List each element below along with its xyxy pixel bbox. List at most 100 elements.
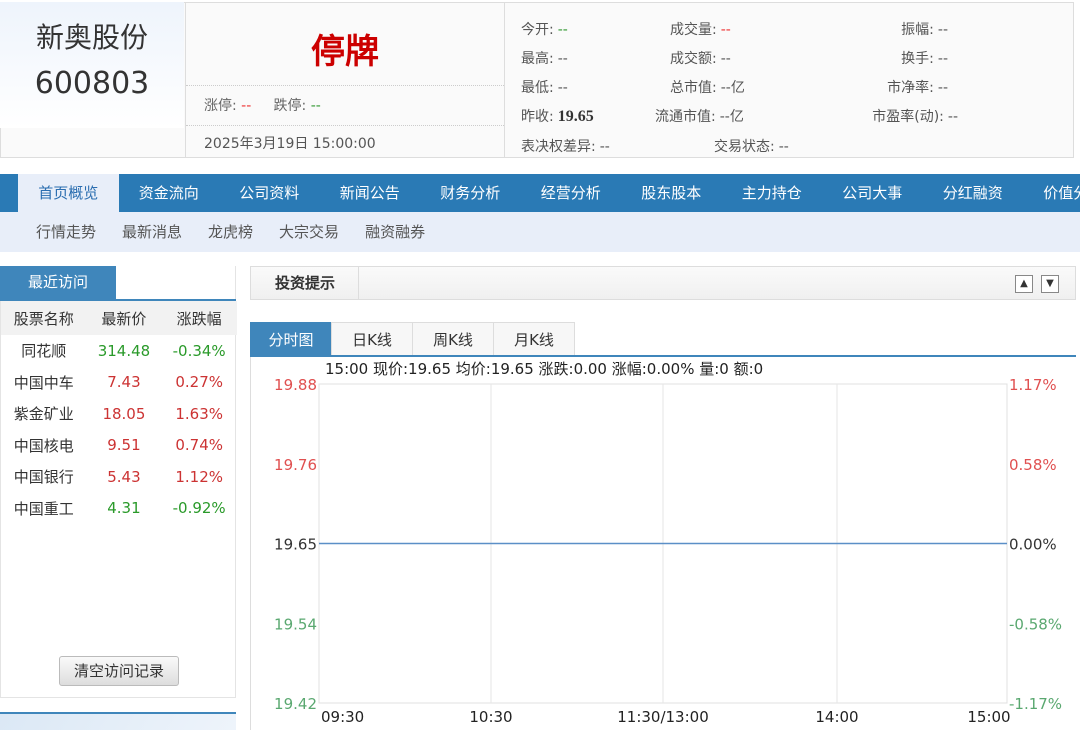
table-row[interactable]: 紫金矿业 18.05 1.63%: [1, 398, 237, 430]
quote-field: 成交额: --: [670, 48, 731, 68]
next-panel-header: [0, 712, 236, 730]
subnav-item[interactable]: 融资融券: [365, 223, 426, 241]
nav-tab[interactable]: 财务分析: [440, 184, 501, 202]
nav-tab[interactable]: 公司资料: [239, 184, 300, 202]
quote-value: --: [937, 22, 948, 38]
change-pct: -0.34%: [172, 341, 226, 360]
latest-price: 18.05: [102, 404, 146, 423]
quote-field: 昨收: 19.65: [521, 106, 594, 126]
recent-panel: 股票名称 最新价 涨跌幅 同花顺 314.48 -0.34% 中国中车 7.43 0.27% 紫金…: [0, 266, 237, 698]
nav-tab[interactable]: 价值分析: [1043, 184, 1080, 202]
chart-tab[interactable]: 分时图: [250, 322, 332, 356]
limit-up-label: 涨停:: [204, 98, 237, 114]
main-nav: 首页概览 资金流向 公司资料 新闻公告 财务分析 经营分析 股东股本 主力持仓 公司大事 分红融资…: [0, 174, 1080, 212]
table-row[interactable]: 同花顺 314.48 -0.34%: [1, 335, 237, 367]
arrow-up-icon[interactable]: ▲: [1015, 275, 1033, 293]
quote-label: 表决权差异:: [521, 139, 596, 155]
x-tick-label: 11:30/13:00: [617, 708, 709, 726]
table-row[interactable]: 中国银行 5.43 1.12%: [1, 461, 237, 493]
latest-price: 4.31: [107, 499, 141, 518]
stock-name: 新奥股份: [35, 21, 148, 54]
y-tick-label: 19.65: [274, 536, 317, 554]
stock-name[interactable]: 同花顺: [21, 342, 67, 361]
stock-code: 600803: [34, 66, 150, 101]
clear-history-button[interactable]: 清空访问记录: [59, 656, 179, 686]
limit-down-label: 跌停:: [273, 98, 307, 114]
quote-value: --: [557, 80, 568, 96]
latest-price: 314.48: [97, 341, 151, 360]
table-row[interactable]: 中国核电 9.51 0.74%: [1, 430, 237, 462]
quote-value: --: [778, 139, 789, 155]
stock-name-box: 新奥股份 600803: [0, 2, 184, 128]
column-header: 股票名称: [1, 301, 87, 335]
quote-value: --: [720, 22, 731, 38]
quote-label: 昨收:: [521, 109, 554, 125]
limit-down-value: --: [310, 98, 321, 114]
quote-field: 最高: --: [521, 48, 568, 68]
subnav-item[interactable]: 行情走势: [36, 223, 97, 241]
chart-tab[interactable]: 日K线: [331, 322, 413, 356]
recent-table: 股票名称 最新价 涨跌幅 同花顺 314.48 -0.34% 中国中车 7.43 0.27% 紫金…: [1, 301, 237, 524]
stock-name[interactable]: 紫金矿业: [13, 405, 74, 424]
nav-tab[interactable]: 经营分析: [540, 184, 601, 202]
nav-tab[interactable]: 主力持仓: [741, 184, 802, 202]
chart-tab[interactable]: 月K线: [493, 322, 575, 356]
quote-value: --: [557, 22, 568, 38]
y-tick-label: 19.42: [274, 695, 317, 713]
nav-tab[interactable]: 新闻公告: [339, 184, 400, 202]
nav-tab[interactable]: 公司大事: [842, 184, 903, 202]
subnav-item[interactable]: 最新消息: [122, 223, 183, 241]
quote-value: --: [937, 80, 948, 96]
quote-field: 换手: --: [901, 48, 948, 68]
latest-price: 9.51: [107, 436, 141, 455]
quote-label: 总市值:: [670, 80, 717, 96]
quote-label: 市净率:: [887, 80, 934, 96]
quote-value: --: [720, 51, 731, 67]
intraday-chart: 15:00 现价:19.65 均价:19.65 涨跌:0.00 涨幅:0.00%…: [250, 357, 1062, 730]
quote-field: 振幅: --: [901, 19, 948, 39]
trading-status: 停牌: [186, 2, 504, 86]
quote-value: --: [947, 109, 958, 125]
pct-tick-label: 0.58%: [1009, 456, 1057, 474]
sub-nav: 行情走势 最新消息 龙虎榜 大宗交易 融资融券: [0, 212, 1080, 252]
quote-datetime: 2025年3月19日 15:00:00: [204, 136, 376, 152]
latest-price: 7.43: [107, 373, 141, 392]
arrow-down-icon[interactable]: ▼: [1041, 275, 1059, 293]
tab-recent[interactable]: 最近访问: [0, 266, 116, 300]
divider: [250, 355, 1076, 357]
subnav-item[interactable]: 大宗交易: [279, 223, 340, 241]
quote-label: 振幅:: [901, 22, 934, 38]
quote-value: --: [557, 51, 568, 67]
change-pct: 1.63%: [175, 404, 223, 423]
quote-value: --: [599, 139, 610, 155]
status-box: 停牌 涨停: -- 跌停: -- 2025年3月19日 15:00:00: [185, 2, 505, 158]
stock-name[interactable]: 中国银行: [13, 468, 74, 487]
table-row[interactable]: 中国重工 4.31 -0.92%: [1, 493, 237, 525]
quote-label: 换手:: [901, 51, 934, 67]
quote-label: 最低:: [521, 80, 554, 96]
x-tick-label: 15:00: [967, 708, 1010, 726]
quote-value: --亿: [719, 109, 744, 125]
x-tick-label: 14:00: [815, 708, 858, 726]
stock-name[interactable]: 中国中车: [13, 373, 74, 392]
quote-label: 市盈率(动):: [872, 109, 944, 125]
nav-tab[interactable]: 分红融资: [942, 184, 1003, 202]
chart-tabs: 分时图 日K线 周K线 月K线: [250, 322, 575, 356]
quote-value: --亿: [720, 80, 745, 96]
y-tick-label: 19.76: [274, 456, 317, 474]
nav-tab[interactable]: 资金流向: [138, 184, 199, 202]
quote-field: 市净率: --: [887, 77, 948, 97]
stock-name[interactable]: 中国核电: [13, 436, 74, 455]
change-pct: 0.74%: [175, 436, 223, 455]
quote-field: 市盈率(动): --: [872, 106, 958, 126]
latest-price: 5.43: [107, 467, 141, 486]
chart-tab[interactable]: 周K线: [412, 322, 494, 356]
nav-tab[interactable]: 首页概览: [18, 174, 119, 212]
nav-tab[interactable]: 股东股本: [641, 184, 702, 202]
stock-name[interactable]: 中国重工: [13, 499, 74, 518]
y-tick-label: 19.88: [274, 376, 317, 394]
pct-tick-label: 0.00%: [1009, 536, 1057, 554]
subnav-item[interactable]: 龙虎榜: [208, 223, 254, 241]
table-row[interactable]: 中国中车 7.43 0.27%: [1, 367, 237, 399]
column-header: 涨跌幅: [161, 301, 237, 335]
